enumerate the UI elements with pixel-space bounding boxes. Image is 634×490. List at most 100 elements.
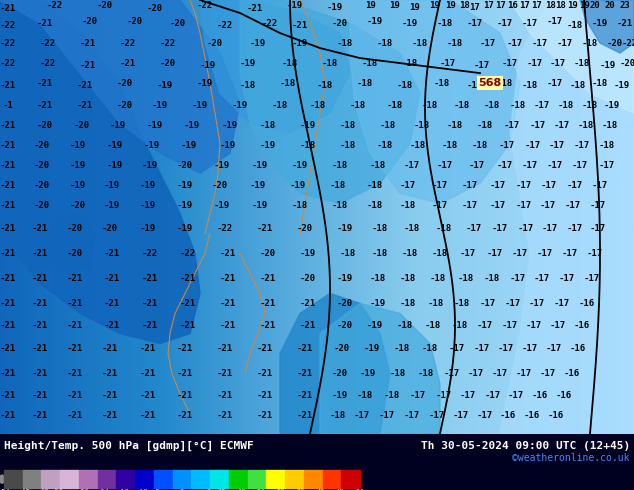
Text: -21: -21 [0,249,16,258]
Text: -18: -18 [567,21,583,29]
Text: -22: -22 [120,39,136,48]
Text: -19: -19 [300,249,316,258]
Text: -18: -18 [292,201,308,210]
Bar [323,470,341,488]
Text: -18: -18 [582,39,598,48]
Text: -17: -17 [529,299,545,308]
Text: -17: -17 [557,39,573,48]
Text: -20: -20 [117,78,133,88]
Text: -20: -20 [334,344,350,353]
Text: 19: 19 [430,0,441,9]
Text: -21: -21 [300,321,316,330]
Text: -21: -21 [142,274,158,283]
Text: -20: -20 [260,249,276,258]
Text: -21: -21 [257,411,273,420]
Text: -21: -21 [177,391,193,400]
Text: -17: -17 [462,201,478,210]
Text: -20: -20 [160,59,176,68]
Text: -21: -21 [142,299,158,308]
Text: -17: -17 [436,391,452,400]
Bar [266,470,285,488]
Text: -17: -17 [510,274,526,283]
Text: -21: -21 [37,78,53,88]
Text: -17: -17 [429,411,445,420]
Bar [98,470,117,488]
Text: -17: -17 [522,19,538,27]
Text: -21: -21 [67,299,83,308]
Text: -17: -17 [567,224,583,233]
Text: -17: -17 [462,181,478,190]
Text: -18: -18 [592,78,608,88]
Text: -21: -21 [0,411,16,420]
Polygon shape [350,0,520,203]
Text: -17: -17 [542,224,558,233]
Text: -17: -17 [534,100,550,110]
Text: -17: -17 [549,141,565,150]
Text: -17: -17 [534,274,550,283]
Text: -18: -18 [432,249,448,258]
Text: -19: -19 [197,78,213,88]
Text: -21: -21 [260,274,276,283]
Text: -18: -18 [397,81,413,90]
Text: -21: -21 [32,274,48,283]
Text: -18: -18 [477,121,493,130]
Text: -22: -22 [622,39,634,48]
Text: -19: -19 [177,224,193,233]
Text: -19: -19 [104,201,120,210]
Text: -22: -22 [160,39,176,48]
Text: -21: -21 [67,274,83,283]
Text: -17: -17 [554,299,570,308]
Bar [60,470,79,488]
Text: -38: -38 [50,489,63,490]
Text: -21: -21 [32,249,48,258]
Polygon shape [280,294,390,434]
Text: -17: -17 [562,249,578,258]
Bar [172,470,191,488]
Text: 23: 23 [619,0,630,9]
Text: -20: -20 [74,121,90,130]
Text: 24: 24 [257,489,266,490]
Polygon shape [200,0,350,133]
Text: -19: -19 [70,141,86,150]
Text: -17: -17 [547,17,563,25]
Text: -19: -19 [592,19,608,27]
Text: -21: -21 [37,100,53,110]
Text: 48: 48 [336,489,344,490]
Text: -16: -16 [579,299,595,308]
Text: -18: -18 [422,344,438,353]
Text: -20: -20 [97,0,113,9]
FancyArrow shape [0,475,7,484]
Text: -21: -21 [217,344,233,353]
Text: -19: -19 [140,201,156,210]
Text: -19: -19 [337,224,353,233]
Text: -17: -17 [469,161,485,170]
Text: -20: -20 [170,19,186,27]
Text: -19: -19 [250,181,266,190]
Text: 36: 36 [297,489,305,490]
Text: -20: -20 [177,161,193,170]
Text: -17: -17 [541,181,557,190]
Text: -21: -21 [67,321,83,330]
Text: -17: -17 [453,411,469,420]
Text: -18: -18 [558,100,574,110]
Text: -16: -16 [548,411,564,420]
Text: 18: 18 [237,489,245,490]
Text: -17: -17 [466,224,482,233]
Text: -18: -18 [454,100,470,110]
Text: -17: -17 [512,249,528,258]
Text: -24: -24 [96,489,109,490]
Text: -18: -18 [400,201,416,210]
Text: -17: -17 [440,59,456,68]
Bar [285,470,304,488]
Text: -20: -20 [607,39,623,48]
Text: -17: -17 [590,201,606,210]
Text: -16: -16 [564,369,580,378]
Text: -18: -18 [340,141,356,150]
Text: -21: -21 [217,391,233,400]
Text: -21: -21 [77,100,93,110]
Text: -17: -17 [516,181,532,190]
Text: -18: -18 [330,411,346,420]
Text: -18: -18 [442,141,458,150]
Text: -18: -18 [340,249,356,258]
Text: -19: -19 [287,0,303,9]
